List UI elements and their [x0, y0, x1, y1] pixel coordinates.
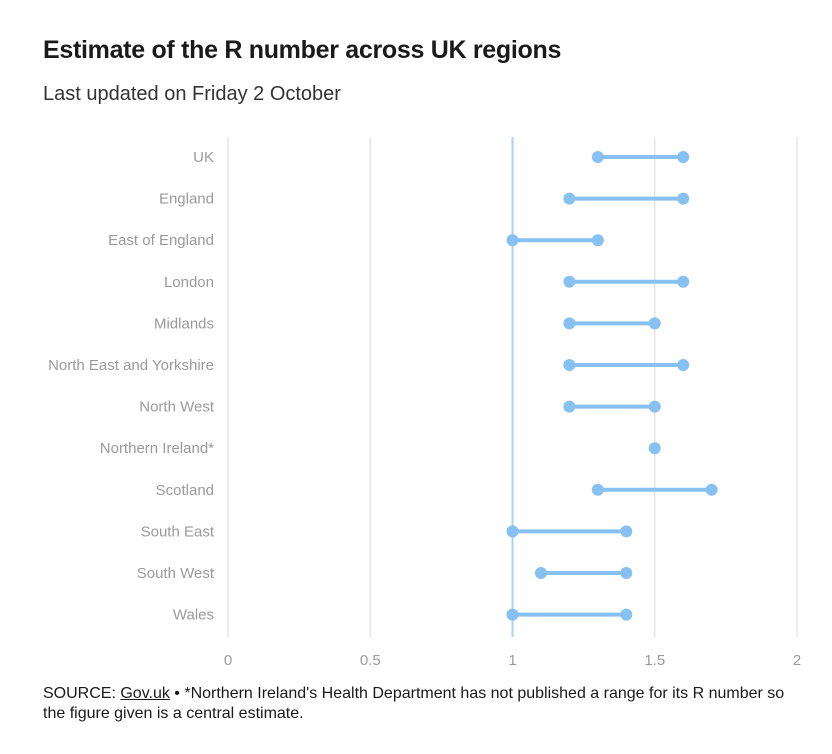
low-point-south-west [534, 567, 547, 579]
low-point-east-of-england [506, 234, 519, 247]
source-label: SOURCE: [43, 685, 121, 702]
source-link[interactable]: Gov.uk [120, 685, 170, 702]
x-tick-layer: 0 0.5 1 1.5 2 [224, 652, 801, 669]
category-label-northern-ireland: Northern Ireland* [100, 440, 214, 457]
high-point-north-east-and-yorkshire [677, 359, 690, 371]
x-tick-label-2: 2 [793, 652, 801, 669]
footnote-text: • *Northern Ireland's Health Department … [43, 685, 785, 722]
category-label-midlands: Midlands [154, 315, 214, 332]
low-point-midlands [563, 317, 576, 330]
category-label-north-east-and-yorkshire: North East and Yorkshire [48, 357, 214, 374]
high-point-uk [677, 151, 690, 163]
low-point-uk [591, 151, 604, 163]
category-label-uk: UK [193, 149, 214, 166]
category-label-scotland: Scotland [156, 482, 214, 499]
x-tick-label-1-5: 1.5 [644, 652, 665, 669]
low-point-london [563, 275, 576, 288]
high-point-england [677, 192, 690, 205]
category-label-east-of-england: East of England [108, 232, 214, 249]
high-point-london [677, 275, 690, 288]
x-tick-label-0-5: 0.5 [360, 652, 381, 669]
high-point-wales [620, 608, 633, 621]
low-point-north-east-and-yorkshire [563, 359, 576, 371]
low-point-wales [506, 608, 519, 621]
footer-note: SOURCE: Gov.uk • *Northern Ireland's Hea… [43, 684, 803, 724]
category-label-england: England [159, 191, 214, 208]
chart-subtitle: Last updated on Friday 2 October [43, 83, 341, 105]
high-point-east-of-england [591, 234, 604, 247]
category-label-london: London [164, 274, 214, 291]
chart-title: Estimate of the R number across UK regio… [43, 36, 562, 64]
grid-layer [227, 137, 798, 637]
category-label-south-west: South West [137, 565, 215, 582]
high-point-midlands [648, 317, 661, 330]
low-point-england [563, 192, 576, 205]
high-point-scotland [705, 483, 718, 496]
category-label-wales: Wales [173, 607, 214, 624]
r-number-dumbbell-chart: UK England East of England London Midlands No… [48, 137, 801, 669]
low-point-south-east [506, 525, 519, 538]
category-label-north-west: North West [139, 399, 215, 416]
low-point-north-west [563, 400, 576, 413]
estimate-point-northern-ireland [648, 442, 661, 455]
x-tick-label-1: 1 [508, 652, 516, 669]
category-label-south-east: South East [141, 523, 215, 540]
high-point-south-east [620, 525, 633, 538]
high-point-south-west [620, 567, 633, 579]
high-point-north-west [648, 400, 661, 413]
x-tick-label-0: 0 [224, 652, 232, 669]
category-label-layer: UK England East of England London Midlands No… [48, 149, 215, 624]
low-point-scotland [591, 483, 604, 496]
range-layer [506, 151, 718, 621]
